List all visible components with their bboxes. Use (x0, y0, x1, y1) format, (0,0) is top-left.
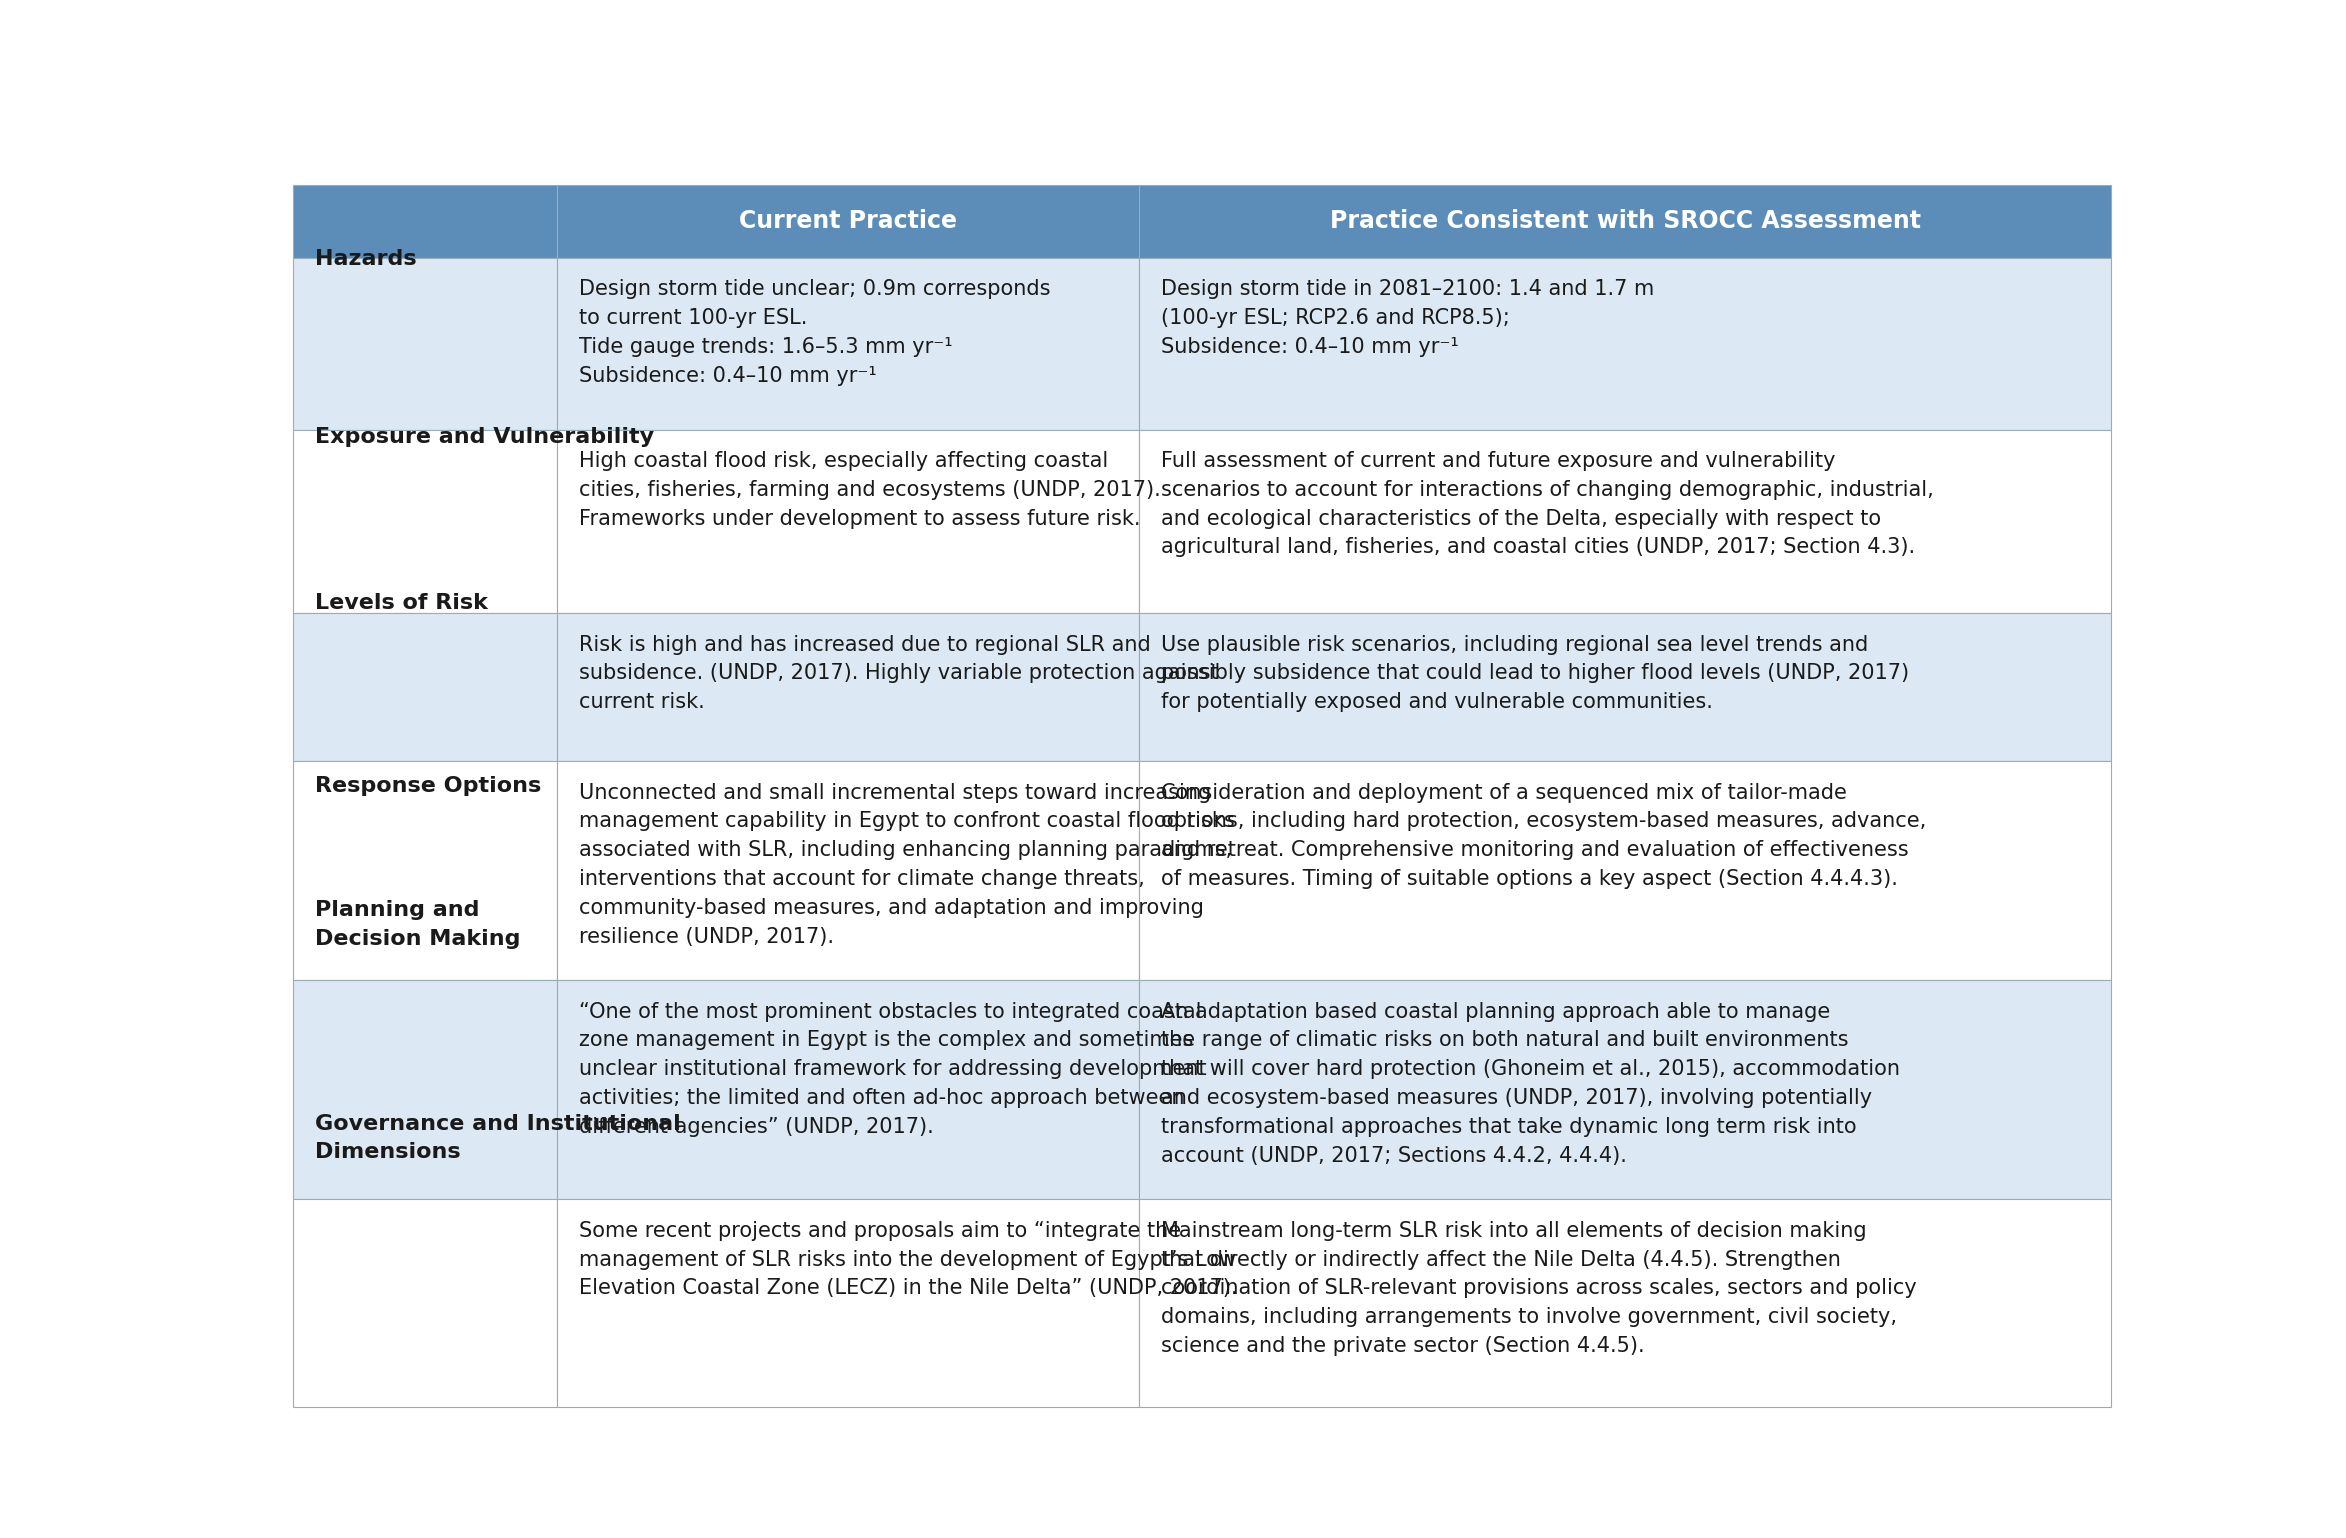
Text: Full assessment of current and future exposure and vulnerability
scenarios to ac: Full assessment of current and future ex… (1161, 451, 1933, 557)
Bar (293, 614, 556, 761)
Text: An adaptation based coastal planning approach able to manage
the range of climat: An adaptation based coastal planning app… (1161, 1001, 1900, 1166)
Bar (556, 1200, 1138, 1407)
Text: Use plausible risk scenarios, including regional sea level trends and
possibly s: Use plausible risk scenarios, including … (1161, 635, 1910, 712)
Bar (556, 258, 1138, 429)
Text: Exposure and Vulnerability: Exposure and Vulnerability (314, 426, 655, 446)
Bar (556, 429, 1138, 614)
Bar (1138, 1200, 2111, 1407)
Bar (293, 429, 556, 614)
Text: Mainstream long-term SLR risk into all elements of decision making
that directly: Mainstream long-term SLR risk into all e… (1161, 1221, 1917, 1357)
Bar (293, 1200, 556, 1407)
Text: Design storm tide unclear; 0.9m corresponds
to current 100-yr ESL.
Tide gauge tr: Design storm tide unclear; 0.9m correspo… (579, 280, 1051, 386)
Text: Practice Consistent with SROCC Assessment: Practice Consistent with SROCC Assessmen… (1330, 209, 1921, 234)
Bar (293, 258, 556, 429)
Bar (556, 761, 1138, 980)
Text: Current Practice: Current Practice (739, 209, 957, 234)
Text: Some recent projects and proposals aim to “integrate the
management of SLR risks: Some recent projects and proposals aim t… (579, 1221, 1236, 1298)
Text: Governance and Institutional
Dimensions: Governance and Institutional Dimensions (314, 1114, 680, 1163)
Text: Unconnected and small incremental steps toward increasing
management capability : Unconnected and small incremental steps … (579, 783, 1234, 946)
Text: Design storm tide in 2081–2100: 1.4 and 1.7 m
(100-yr ESL; RCP2.6 and RCP8.5);
S: Design storm tide in 2081–2100: 1.4 and … (1161, 280, 1654, 357)
Bar (1138, 185, 2111, 258)
Text: High coastal flood risk, especially affecting coastal
cities, fisheries, farming: High coastal flood risk, especially affe… (579, 451, 1161, 529)
Bar (1138, 761, 2111, 980)
Bar (556, 185, 1138, 258)
Bar (1138, 614, 2111, 761)
Bar (556, 614, 1138, 761)
Text: Planning and
Decision Making: Planning and Decision Making (314, 900, 521, 949)
Bar (293, 185, 556, 258)
Bar (293, 980, 556, 1200)
Text: Response Options: Response Options (314, 777, 542, 797)
Text: Consideration and deployment of a sequenced mix of tailor-made
options, includin: Consideration and deployment of a sequen… (1161, 783, 1926, 889)
Text: Hazards: Hazards (314, 249, 418, 269)
Text: Levels of Risk: Levels of Risk (314, 592, 488, 612)
Text: “One of the most prominent obstacles to integrated coastal
zone management in Eg: “One of the most prominent obstacles to … (579, 1001, 1206, 1137)
Bar (1138, 258, 2111, 429)
Bar (1138, 429, 2111, 614)
Bar (556, 980, 1138, 1200)
Bar (293, 761, 556, 980)
Bar (1138, 980, 2111, 1200)
Text: Risk is high and has increased due to regional SLR and
subsidence. (UNDP, 2017).: Risk is high and has increased due to re… (579, 635, 1218, 712)
